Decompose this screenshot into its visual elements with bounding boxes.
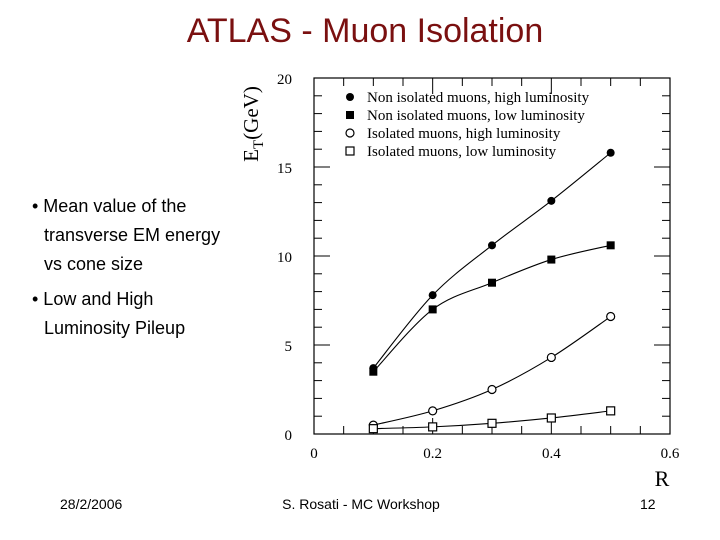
- legend-label: Isolated muons, high luminosity: [367, 126, 561, 142]
- data-point: [428, 305, 437, 314]
- data-point: [606, 406, 616, 416]
- data-point: [428, 291, 437, 300]
- data-point: [547, 255, 556, 264]
- x-tick-label: 0: [310, 446, 318, 462]
- bullet-item: • Low and High Luminosity Pileup: [32, 285, 262, 343]
- footer-presenter: S. Rosati - MC Workshop: [282, 496, 440, 512]
- data-point: [546, 413, 556, 423]
- y-tick-label: 10: [277, 250, 292, 266]
- legend-label: Isolated muons, low luminosity: [367, 144, 557, 160]
- data-point: [606, 241, 615, 250]
- bullet-line: vs cone size: [44, 254, 144, 274]
- x-tick-label: 0.4: [542, 446, 561, 462]
- bullet-line: • Mean value of the: [32, 196, 187, 216]
- bullet-item: • Mean value of the transverse EM energy…: [32, 192, 262, 279]
- data-point: [547, 196, 556, 205]
- series-line: [372, 152, 612, 369]
- data-point: [606, 311, 616, 322]
- legend-label: Non isolated muons, high luminosity: [367, 90, 590, 106]
- series-line: [372, 244, 611, 373]
- data-point: [546, 352, 556, 363]
- y-tick-label: 20: [277, 72, 292, 88]
- data-point: [488, 278, 496, 287]
- legend-marker: [345, 128, 355, 138]
- series-line: [373, 316, 611, 426]
- data-point: [368, 424, 378, 434]
- data-point: [369, 367, 378, 376]
- legend-marker: [346, 111, 354, 119]
- data-point: [606, 148, 615, 157]
- data-point: [487, 418, 497, 428]
- data-point: [428, 406, 438, 416]
- footer-date: 28/2/2006: [60, 496, 123, 512]
- data-point: [487, 384, 497, 395]
- footer-page-number: 12: [640, 496, 656, 512]
- bullet-line: Luminosity Pileup: [44, 318, 186, 338]
- y-tick-label: 0: [285, 428, 293, 444]
- y-axis-label: ET(GeV): [239, 86, 267, 162]
- data-point: [488, 241, 496, 250]
- x-tick-label: 0.2: [423, 446, 442, 462]
- x-axis-label: R: [655, 466, 670, 491]
- y-tick-label: 5: [285, 339, 293, 355]
- legend-marker: [346, 93, 354, 101]
- data-point: [428, 422, 438, 432]
- slide-title: ATLAS - Muon Isolation: [186, 12, 544, 50]
- y-tick-label: 15: [277, 161, 292, 177]
- legend-label: Non isolated muons, low luminosity: [367, 108, 585, 124]
- bullet-list: • Mean value of the transverse EM energy…: [32, 192, 262, 349]
- legend-marker: [345, 146, 355, 156]
- bullet-line: • Low and High: [32, 289, 154, 309]
- bullet-line: transverse EM energy: [44, 225, 221, 245]
- x-tick-label: 0.6: [661, 446, 680, 462]
